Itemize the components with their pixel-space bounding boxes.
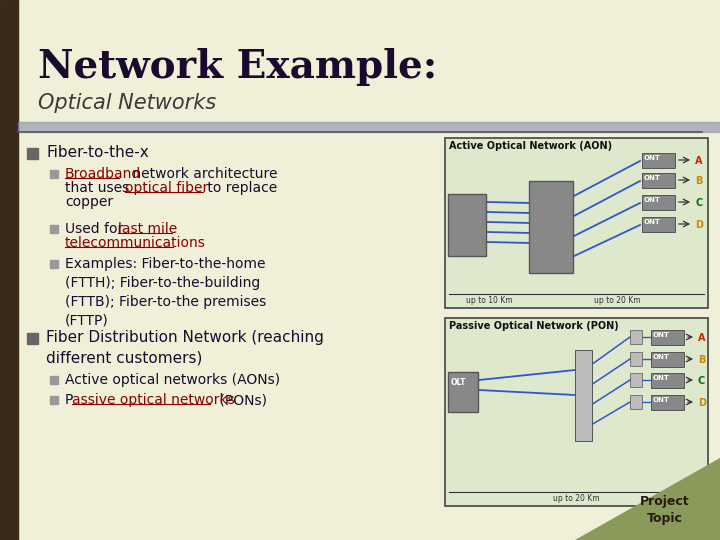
FancyBboxPatch shape xyxy=(445,318,708,506)
Text: ONT: ONT xyxy=(644,175,661,181)
Bar xyxy=(50,376,58,384)
Text: B: B xyxy=(695,176,703,186)
FancyBboxPatch shape xyxy=(630,330,642,345)
Bar xyxy=(50,260,58,268)
Text: D: D xyxy=(698,398,706,408)
Text: D: D xyxy=(695,220,703,230)
Bar xyxy=(27,148,38,159)
Text: last mile: last mile xyxy=(118,222,177,236)
Bar xyxy=(0,0,18,540)
Text: ONT: ONT xyxy=(653,397,670,403)
Text: Fiber Distribution Network (reaching
different customers): Fiber Distribution Network (reaching dif… xyxy=(46,330,324,366)
FancyBboxPatch shape xyxy=(642,172,675,187)
Text: up to 10 Km: up to 10 Km xyxy=(466,296,513,305)
FancyBboxPatch shape xyxy=(642,217,675,232)
Text: Fiber-to-the-x: Fiber-to-the-x xyxy=(46,145,149,160)
FancyBboxPatch shape xyxy=(650,329,683,345)
Text: up to 20 Km: up to 20 Km xyxy=(553,494,600,503)
FancyBboxPatch shape xyxy=(642,194,675,210)
FancyBboxPatch shape xyxy=(575,349,592,441)
FancyBboxPatch shape xyxy=(650,352,683,367)
Text: up to 20 Km: up to 20 Km xyxy=(594,296,640,305)
Text: Active optical networks (AONs): Active optical networks (AONs) xyxy=(65,373,280,387)
Text: optical fiber: optical fiber xyxy=(125,181,208,195)
Text: (PONs): (PONs) xyxy=(215,393,267,407)
FancyBboxPatch shape xyxy=(445,138,708,308)
Text: ONT: ONT xyxy=(644,219,661,225)
Text: ONT: ONT xyxy=(644,155,661,161)
Text: telecommunications: telecommunications xyxy=(65,236,206,250)
Text: copper: copper xyxy=(65,195,113,209)
FancyBboxPatch shape xyxy=(642,152,675,167)
Text: Broadband: Broadband xyxy=(65,167,141,181)
Bar xyxy=(18,122,720,132)
FancyBboxPatch shape xyxy=(630,395,642,409)
FancyBboxPatch shape xyxy=(448,372,478,412)
Text: assive optical networks: assive optical networks xyxy=(72,393,235,407)
Text: Project
Topic: Project Topic xyxy=(640,495,690,525)
Text: P: P xyxy=(65,393,73,407)
Text: ONT: ONT xyxy=(653,354,670,360)
Text: network architecture: network architecture xyxy=(128,167,277,181)
Text: C: C xyxy=(698,376,706,386)
Text: Active Optical Network (AON): Active Optical Network (AON) xyxy=(449,141,612,151)
Polygon shape xyxy=(575,458,720,540)
FancyBboxPatch shape xyxy=(630,373,642,387)
Text: C: C xyxy=(695,198,702,208)
Bar xyxy=(50,225,58,233)
Text: that uses: that uses xyxy=(65,181,134,195)
Text: OLT: OLT xyxy=(451,378,467,387)
Bar xyxy=(50,170,58,178)
Text: Optical Networks: Optical Networks xyxy=(38,93,216,113)
Text: B: B xyxy=(698,355,706,365)
Text: Used for: Used for xyxy=(65,222,127,236)
Bar xyxy=(27,333,38,344)
FancyBboxPatch shape xyxy=(529,181,573,273)
Text: ONT: ONT xyxy=(644,197,661,203)
Text: A: A xyxy=(695,156,703,166)
FancyBboxPatch shape xyxy=(448,194,486,256)
Text: to replace: to replace xyxy=(203,181,277,195)
Text: ONT: ONT xyxy=(653,332,670,338)
Text: Examples: Fiber-to-the-home
(FTTH); Fiber-to-the-building
(FTTB); Fiber-to-the p: Examples: Fiber-to-the-home (FTTH); Fibe… xyxy=(65,257,266,328)
FancyBboxPatch shape xyxy=(650,373,683,388)
Text: Passive Optical Network (PON): Passive Optical Network (PON) xyxy=(449,321,618,331)
FancyBboxPatch shape xyxy=(650,395,683,409)
Text: ONT: ONT xyxy=(653,375,670,381)
FancyBboxPatch shape xyxy=(630,352,642,366)
Bar xyxy=(50,396,58,404)
Text: A: A xyxy=(698,333,706,343)
Text: Network Example:: Network Example: xyxy=(38,48,437,86)
